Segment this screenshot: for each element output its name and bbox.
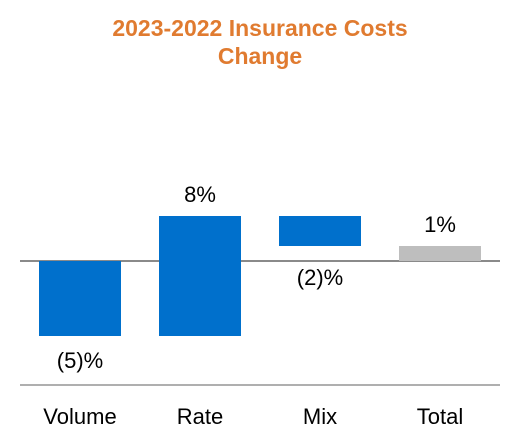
chart-title-line-2: Change [217, 43, 303, 69]
chart-title-line-1: 2023-2022 Insurance Costs [112, 15, 408, 41]
data-label-mix: (2)% [297, 265, 343, 290]
data-label-volume: (5)% [57, 348, 103, 373]
bar-mix [279, 216, 361, 246]
data-label-total: 1% [424, 212, 456, 237]
bar-volume [39, 261, 121, 336]
category-label-volume: Volume [43, 404, 116, 429]
bar-rate [159, 216, 241, 336]
category-label-total: Total [417, 404, 463, 429]
chart-title: 2023-2022 Insurance Costs Change [0, 14, 520, 70]
category-label-mix: Mix [303, 404, 337, 429]
category-label-rate: Rate [177, 404, 223, 429]
bar-total [399, 246, 481, 261]
data-label-rate: 8% [184, 182, 216, 207]
